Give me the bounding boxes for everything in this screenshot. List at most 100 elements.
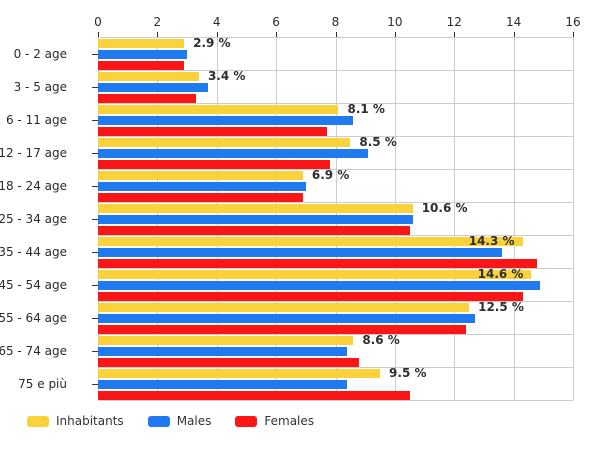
category-label: 18 - 24 age	[0, 178, 67, 193]
bar-inhabitants	[98, 171, 303, 180]
bar-males	[98, 182, 306, 191]
y-axis-tick-mark	[92, 218, 98, 220]
x-axis-tick-mark	[157, 32, 159, 37]
x-axis-tick-mark	[335, 32, 337, 37]
bar-inhabitants	[98, 270, 532, 279]
y-axis-tick-mark	[92, 317, 98, 319]
x-axis-tick-label: 2	[153, 15, 162, 29]
horizontal-gridline	[98, 235, 573, 236]
bar-inhabitants	[98, 138, 351, 147]
y-axis-tick-mark	[92, 350, 98, 352]
category-label: 6 - 11 age	[5, 112, 67, 127]
vertical-gridline	[513, 37, 515, 400]
bar-value-label: 8.5 %	[359, 135, 397, 149]
bar-males	[98, 116, 354, 125]
bar-inhabitants	[98, 72, 199, 81]
bar-males	[98, 215, 413, 224]
bar-females	[98, 391, 410, 400]
legend-label: Males	[176, 414, 212, 428]
x-axis-tick-mark	[454, 32, 456, 37]
x-axis-tick-mark	[276, 32, 278, 37]
bar-value-label: 3.4 %	[207, 69, 246, 83]
bar-females	[98, 259, 538, 268]
category-label: 12 - 17 age	[0, 145, 67, 160]
bar-females	[98, 127, 327, 136]
y-axis-tick-mark	[92, 383, 98, 385]
x-axis-tick-label: 0	[94, 15, 102, 29]
legend: Inhabitants Males Females	[27, 414, 338, 428]
legend-swatch-inhabitants	[27, 415, 49, 427]
horizontal-gridline	[98, 334, 573, 335]
bar-males	[98, 83, 208, 92]
bar-males	[98, 50, 188, 59]
y-axis-tick-mark	[92, 284, 98, 286]
x-axis-tick-mark	[98, 32, 99, 37]
legend-item-males: Males	[147, 414, 212, 428]
plot-area: 0 2 4 6 8 10 12 14 16 0 - 2 age 2.9 % 3 - 5 age 3.4 …	[0, 15, 581, 401]
bar-inhabitants	[98, 204, 413, 213]
horizontal-gridline	[98, 70, 573, 71]
horizontal-gridline	[98, 367, 573, 368]
legend-swatch-females	[235, 415, 258, 427]
bar-value-label: 6.9 %	[311, 168, 350, 182]
x-axis-tick-label: 16	[565, 15, 581, 29]
bar-value-label: 8.6 %	[362, 333, 400, 347]
bar-inhabitants	[98, 336, 354, 345]
x-axis-tick-label: 14	[505, 15, 522, 29]
bar-females	[98, 325, 467, 334]
horizontal-gridline	[98, 202, 573, 203]
bar-males	[98, 314, 476, 323]
horizontal-gridline	[98, 103, 573, 104]
bar-inhabitants	[98, 237, 523, 246]
category-label: 25 - 34 age	[0, 211, 67, 226]
legend-item-inhabitants: Inhabitants	[27, 414, 124, 428]
legend-item-females: Females	[235, 414, 314, 428]
bar-males	[98, 380, 348, 389]
bar-males	[98, 149, 369, 158]
bar-females	[98, 292, 523, 301]
x-axis-tick-mark	[216, 32, 218, 37]
bar-females	[98, 193, 303, 202]
bar-inhabitants	[98, 105, 339, 114]
horizontal-gridline	[98, 268, 573, 269]
bar-inhabitants	[98, 39, 185, 48]
y-axis-tick-mark	[92, 251, 98, 253]
y-axis-tick-mark	[92, 152, 98, 154]
bar-females	[98, 358, 360, 367]
bar-inhabitants	[98, 303, 470, 312]
bar-males	[98, 281, 541, 290]
horizontal-gridline	[98, 37, 573, 38]
bar-females	[98, 160, 330, 169]
category-label: 35 - 44 age	[0, 244, 67, 259]
x-axis-tick-mark	[394, 32, 396, 37]
y-axis-tick-mark	[92, 86, 98, 88]
horizontal-gridline	[98, 136, 573, 137]
bar-females	[98, 61, 185, 70]
category-label: 0 - 2 age	[13, 46, 67, 61]
horizontal-gridline	[98, 301, 573, 302]
bar-females	[98, 226, 410, 235]
category-label: 45 - 54 age	[0, 277, 67, 292]
bar-value-label: 8.1 %	[347, 102, 385, 116]
bar-value-label: 14.3 %	[468, 234, 515, 248]
bar-value-label: 10.6 %	[421, 201, 468, 215]
x-axis-tick-label: 10	[387, 15, 403, 29]
y-axis-tick-mark	[92, 185, 98, 187]
bar-value-label: 12.5 %	[478, 300, 524, 314]
vertical-gridline	[454, 37, 456, 400]
category-label: 3 - 5 age	[13, 79, 67, 94]
legend-label: Inhabitants	[56, 414, 124, 428]
x-axis-tick-label: 8	[331, 15, 340, 29]
category-label: 55 - 64 age	[0, 310, 67, 325]
x-axis-tick-label: 4	[212, 15, 221, 29]
bar-value-label: 9.5 %	[389, 366, 427, 380]
legend-swatch-males	[147, 415, 170, 427]
bar-value-label: 14.6 %	[477, 267, 524, 281]
vertical-gridline	[573, 37, 574, 400]
category-label: 75 e più	[18, 376, 67, 391]
bar-males	[98, 347, 348, 356]
category-label: 65 - 74 age	[0, 343, 67, 358]
y-axis-tick-mark	[92, 119, 98, 121]
x-axis-tick-mark	[573, 32, 574, 37]
